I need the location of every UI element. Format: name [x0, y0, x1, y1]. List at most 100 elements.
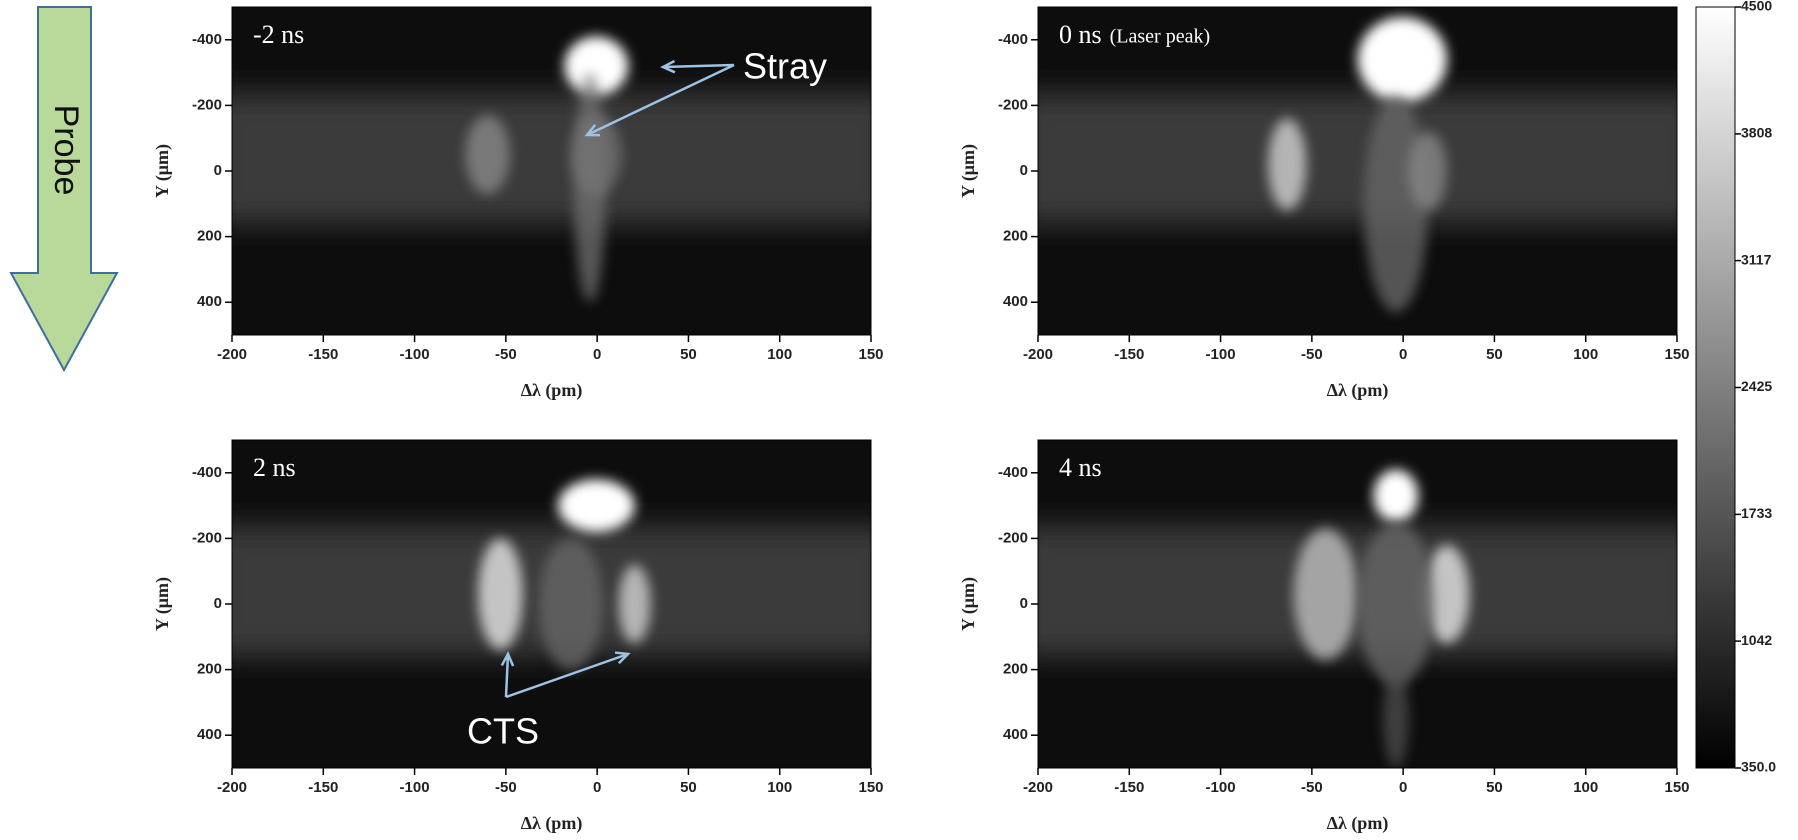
heatmap-image [232, 7, 871, 335]
x-tick-label: 150 [858, 779, 883, 796]
x-tick-label: -50 [495, 346, 517, 363]
x-tick-label: 50 [1486, 779, 1503, 796]
annotation: CTS [467, 711, 539, 752]
glow [465, 115, 510, 194]
colorbar-tick-label: 3117 [1741, 251, 1772, 267]
x-tick-label: 50 [680, 346, 697, 363]
y-tick-label: 200 [197, 228, 222, 245]
colorbar-tick-label: 1042 [1741, 632, 1772, 648]
x-axis-label: Δλ (pm) [1327, 380, 1389, 401]
y-axis-label: Y (μm) [958, 577, 979, 631]
y-tick-label: 400 [197, 726, 222, 743]
arrow-head [500, 651, 515, 667]
x-axis-label: Δλ (pm) [521, 813, 583, 834]
panel-note: (Laser peak) [1110, 26, 1211, 48]
probe-label: Probe [47, 105, 85, 196]
x-tick-label: 150 [1664, 779, 1689, 796]
y-tick-label: 0 [1020, 162, 1028, 179]
x-tick-label: -200 [217, 779, 247, 796]
glow [1293, 528, 1358, 660]
x-tick-label: 150 [1664, 346, 1689, 363]
x-tick-label: 50 [1486, 346, 1503, 363]
probe-arrow: Probe [9, 6, 119, 373]
heatmap-image [1038, 7, 1677, 335]
annotation-arrow [662, 63, 735, 69]
glow [1373, 469, 1419, 522]
y-tick-label: 400 [1003, 726, 1028, 743]
x-tick-label: -200 [217, 346, 247, 363]
panel-label: 4 ns [1059, 453, 1102, 482]
x-tick-label: 0 [1399, 346, 1407, 363]
y-tick-label: 200 [1003, 661, 1028, 678]
glow [478, 538, 523, 650]
x-tick-label: -100 [1206, 346, 1236, 363]
x-tick-label: 100 [1573, 346, 1598, 363]
arrow-head [660, 59, 676, 74]
y-tick-label: -200 [192, 529, 222, 546]
x-tick-label: 100 [767, 346, 792, 363]
arrow-head [614, 651, 631, 665]
y-axis-label: Y (μm) [958, 144, 979, 198]
x-tick-label: -150 [308, 346, 338, 363]
x-tick-label: -150 [1114, 779, 1144, 796]
x-tick-label: -150 [308, 779, 338, 796]
colorbar-tick-label: 2425 [1741, 378, 1772, 394]
y-tick-label: 0 [214, 162, 222, 179]
band [1038, 92, 1677, 224]
glow [1357, 16, 1447, 103]
glow [538, 538, 603, 670]
colorbar [1695, 6, 1736, 769]
x-tick-label: -100 [400, 346, 430, 363]
y-tick-label: 400 [197, 293, 222, 310]
annotation: Stray [743, 46, 827, 87]
colorbar-tick-label: 4500 [1741, 0, 1772, 14]
glow [564, 36, 629, 96]
heatmap-image [232, 440, 871, 768]
y-axis-label: Y (μm) [152, 144, 173, 198]
y-tick-label: 200 [197, 661, 222, 678]
glow [557, 479, 635, 532]
x-tick-label: -200 [1023, 346, 1053, 363]
y-tick-label: -400 [998, 31, 1028, 48]
x-tick-label: 150 [858, 346, 883, 363]
x-tick-label: 50 [680, 779, 697, 796]
glow [1357, 522, 1435, 686]
arrow-head [584, 124, 601, 137]
y-tick-label: 400 [1003, 293, 1028, 310]
colorbar-tick-label: 1733 [1741, 505, 1772, 521]
y-tick-label: -400 [998, 464, 1028, 481]
glow [1408, 131, 1447, 211]
annotation-arrow [505, 652, 629, 699]
x-axis-label: Δλ (pm) [521, 380, 583, 401]
x-tick-label: 100 [1573, 779, 1598, 796]
y-tick-label: 200 [1003, 228, 1028, 245]
y-tick-label: -400 [192, 31, 222, 48]
glow [618, 564, 651, 644]
colorbar-tick-label: 350.0 [1741, 759, 1776, 775]
panel-label: 2 ns [253, 453, 296, 482]
x-tick-label: -150 [1114, 346, 1144, 363]
y-tick-label: -400 [192, 464, 222, 481]
y-tick-label: -200 [998, 529, 1028, 546]
glow [570, 115, 622, 194]
y-tick-label: 0 [1020, 595, 1028, 612]
glow [1424, 544, 1470, 644]
heatmap-image [1038, 440, 1677, 768]
x-tick-label: -200 [1023, 779, 1053, 796]
annotation-arrow [504, 653, 510, 698]
x-tick-label: 0 [593, 346, 601, 363]
colorbar-tick-label: 3808 [1741, 125, 1772, 141]
x-tick-label: -50 [495, 779, 517, 796]
x-tick-label: 0 [593, 779, 601, 796]
y-tick-label: 0 [214, 595, 222, 612]
x-axis-label: Δλ (pm) [1327, 813, 1389, 834]
y-axis-label: Y (μm) [152, 577, 173, 631]
y-tick-label: -200 [192, 96, 222, 113]
band [232, 92, 871, 224]
x-tick-label: 0 [1399, 779, 1407, 796]
annotation-arrow [586, 63, 735, 137]
y-tick-label: -200 [998, 96, 1028, 113]
glow [1268, 118, 1307, 211]
x-tick-label: -100 [400, 779, 430, 796]
